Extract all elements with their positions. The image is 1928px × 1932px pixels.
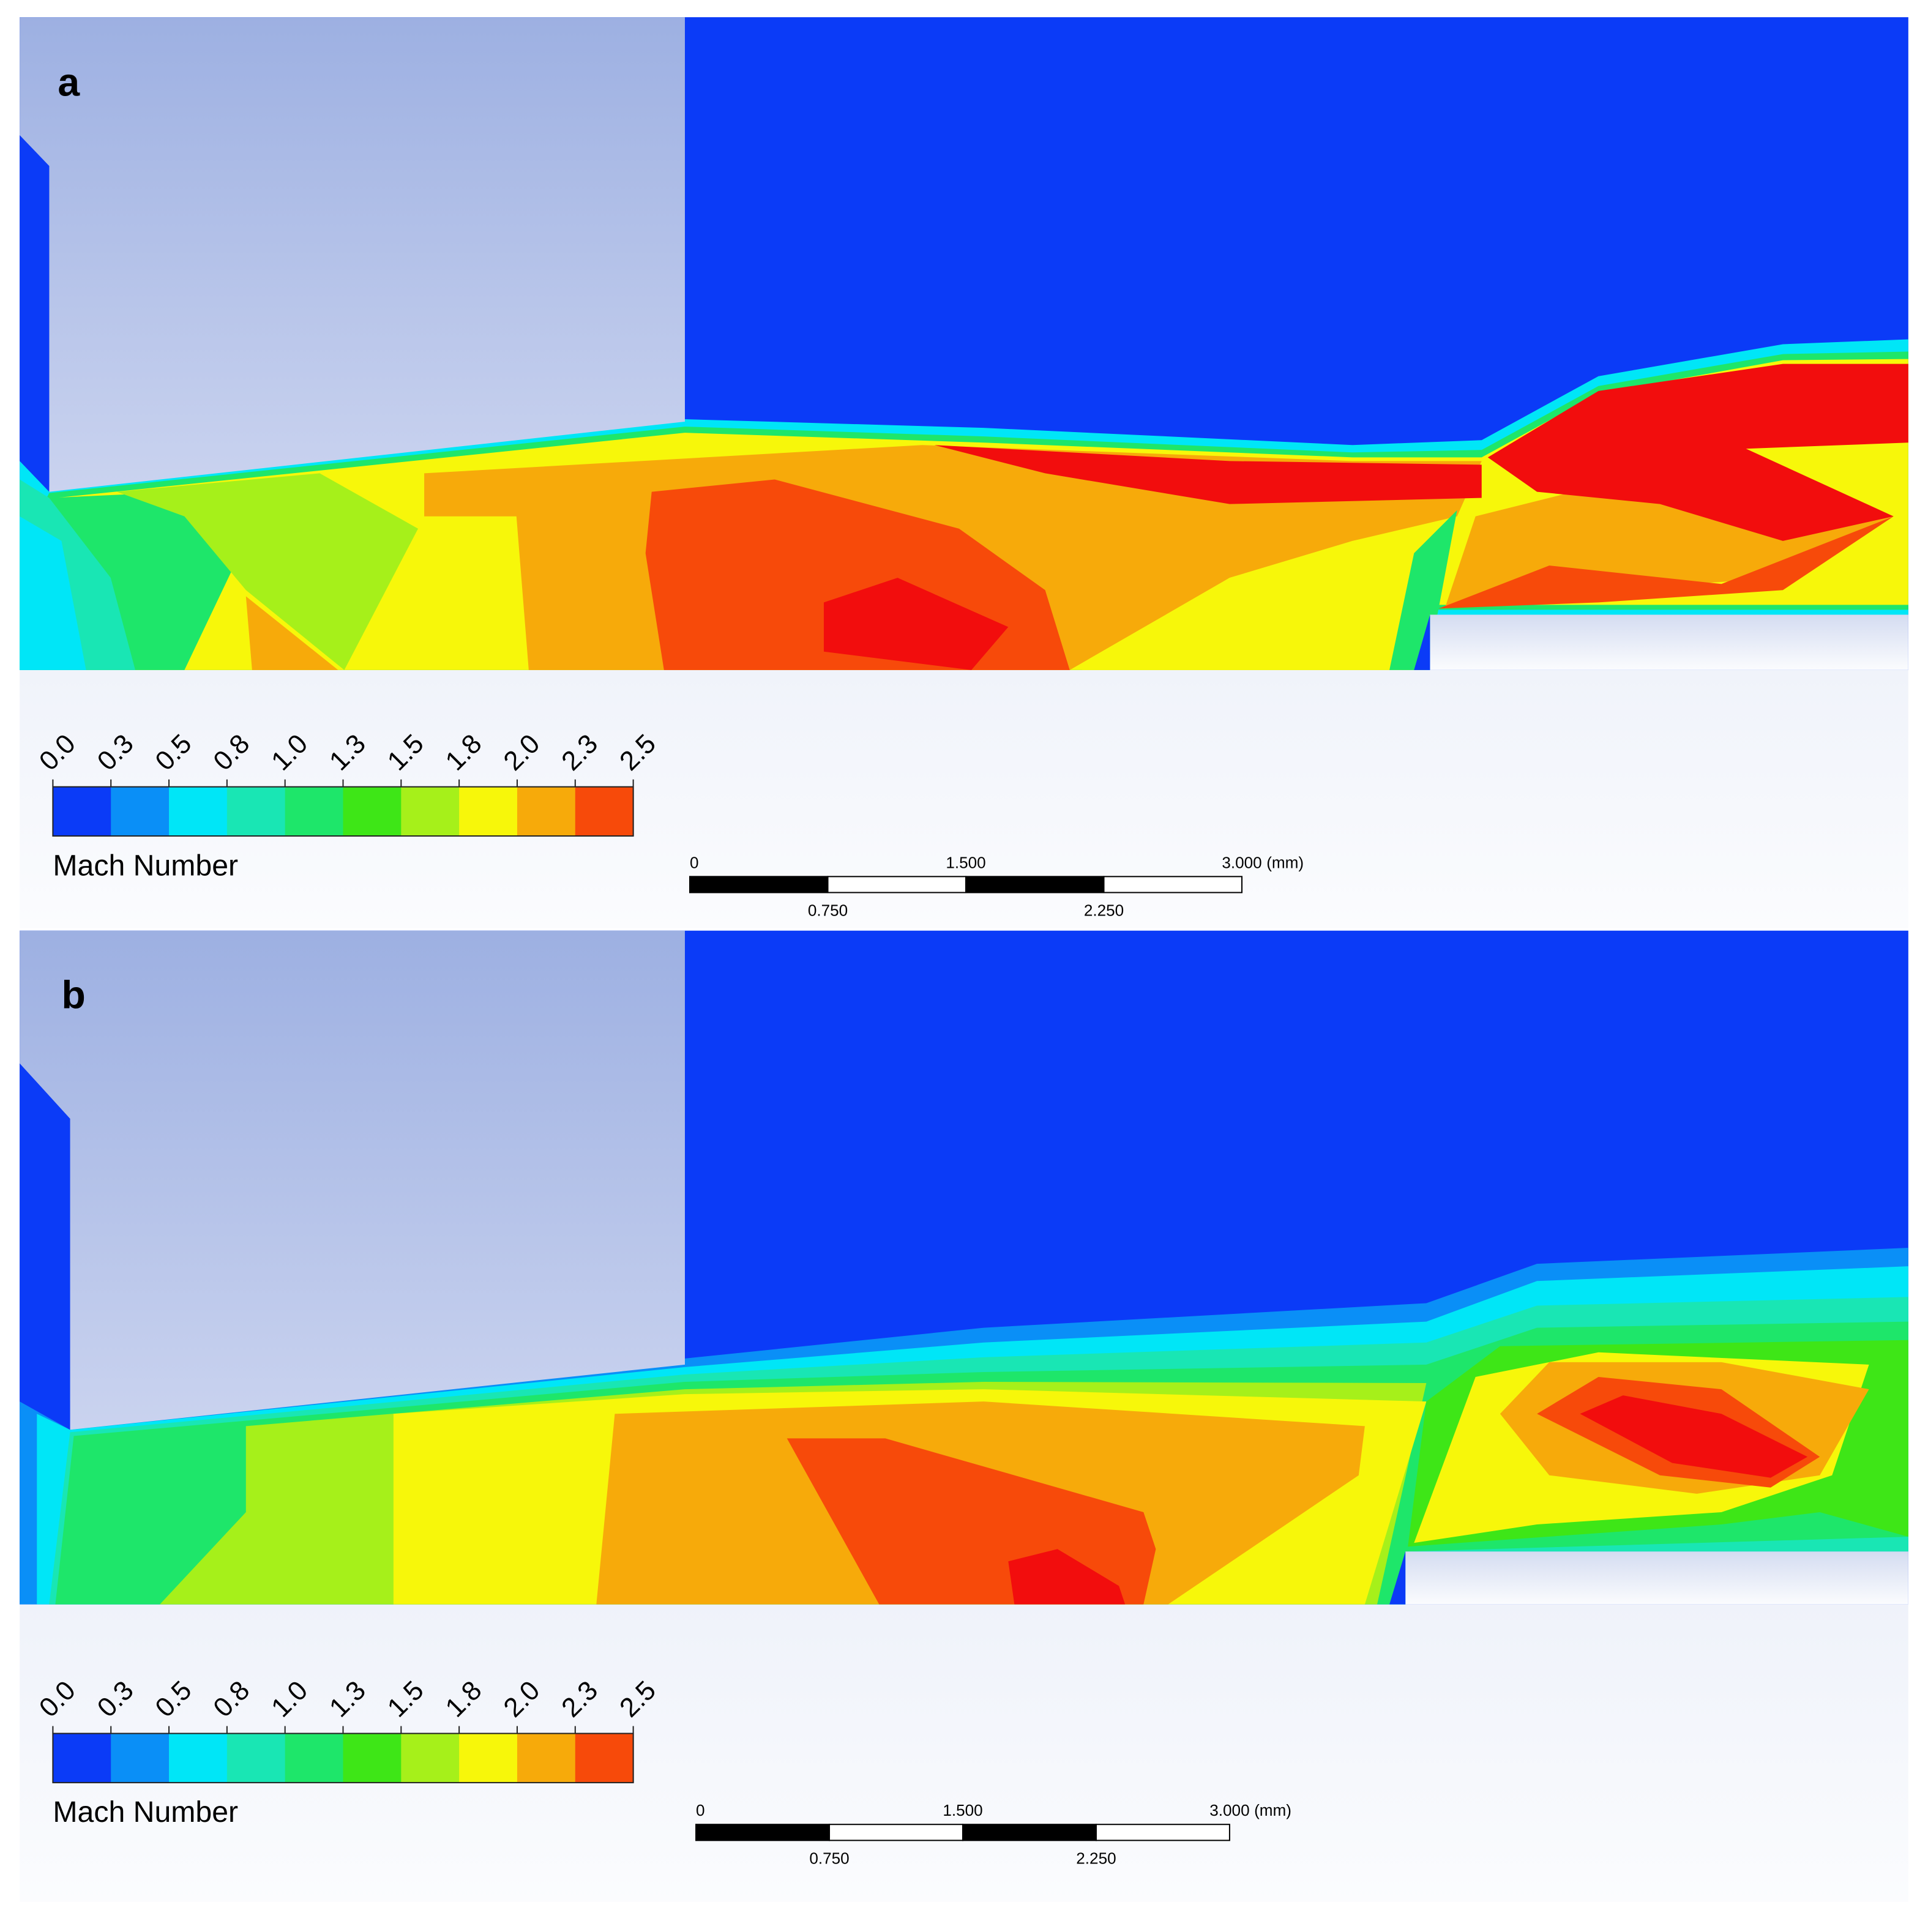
contour [1008,1549,1126,1605]
colorbar-swatch [459,1733,518,1783]
colorbar-swatch [111,1733,170,1783]
colorbar-swatch [343,786,402,837]
scale-bar-unit: (mm) [1254,1801,1291,1819]
wall [1430,614,1908,670]
scale-bar-segment [1103,876,1243,893]
scale-bar-label: 0.750 [808,901,848,920]
contour [20,1063,70,1430]
colorbar-swatch [285,1733,344,1783]
contour [116,473,419,670]
contour [823,578,1009,670]
contour [1438,516,1894,609]
panel-label: b [61,972,85,1016]
contour [245,596,338,670]
scale-bar-label: 2.250 [1084,901,1124,920]
nozzle-body [20,930,685,1430]
colorbar-swatch [343,1733,402,1783]
contour-plot-a [20,17,1908,928]
scale-bar-segment [962,1824,1097,1841]
colorbar-swatch [575,1733,634,1783]
panel-label: a [58,61,80,105]
scale-bar-segment [827,876,967,893]
colorbar-swatch [111,786,170,837]
scale-bar-segment [829,1824,963,1841]
colorbar-swatch [285,786,344,837]
scale-bar-label: 1.500 [946,853,985,871]
scale-bar-label: 0 [690,853,699,871]
scale-bar-segment [965,876,1105,893]
contour [1580,1395,1808,1478]
colorbar-swatch [575,786,634,837]
contour [20,135,50,492]
colorbar-swatch [53,786,112,837]
scale-bar-segment [689,876,829,893]
colorbar-swatch [53,1733,112,1783]
colorbar-swatch [459,786,518,837]
scale-bar-unit: (mm) [1266,853,1304,871]
scale-bar-segment [1095,1824,1230,1841]
contour [1487,364,1908,541]
colorbar-swatch [401,1733,460,1783]
colorbar-swatch [169,786,228,837]
colorbar-swatch [169,1733,228,1783]
scale-bar-label: 0 [696,1801,705,1819]
scale-bar-label: 3.000 [1222,853,1261,871]
scale-bar-label: 3.000 [1209,1801,1249,1819]
contour [1082,528,1414,670]
colorbar-title: Mach Number [53,849,238,882]
scale-bar-label: 0.750 [809,1849,849,1868]
contour-plot-b [20,930,1908,1902]
scale-bar-segment [695,1824,831,1841]
colorbar-swatch [401,786,460,837]
colorbar-swatch [226,1733,286,1783]
wall [1405,1551,1908,1605]
colorbar-swatch [517,1733,576,1783]
colorbar-swatch [226,786,286,837]
colorbar-title: Mach Number [53,1796,238,1829]
colorbar-swatch [517,786,576,837]
nozzle-body [20,17,685,492]
contour [1389,510,1457,670]
scale-bar-label: 1.500 [943,1801,982,1819]
contour [20,516,86,670]
contour [934,445,1482,504]
scale-bar-label: 2.250 [1076,1849,1116,1868]
